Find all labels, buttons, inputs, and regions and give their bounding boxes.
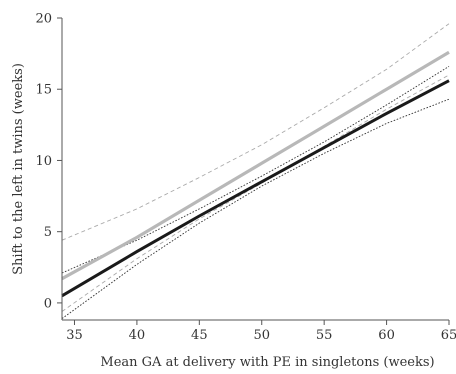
x-tick-label: 45 [191,328,208,343]
series-lines [61,23,450,319]
series-line-dashed-gray-4 [61,23,450,241]
series-line-dotted-black-2 [61,66,450,274]
x-tick-label: 60 [378,328,395,343]
axes [61,18,449,321]
series-line-thick-black-0 [61,79,450,298]
x-tick-label: 65 [441,328,456,343]
y-axis-label: Shift to the left in twins (weeks) [11,63,26,275]
y-tick-label: 20 [35,12,52,27]
series-line-dotted-black-3 [61,98,450,319]
y-tick-label: 5 [44,225,52,240]
y-ticks: 0 5 10 15 20 [35,12,62,311]
x-ticks: 35 40 45 50 55 60 65 [66,320,456,343]
x-axis-label: Mean GA at delivery with PE in singleton… [100,355,434,370]
x-tick-label: 40 [129,328,146,343]
y-tick-label: 10 [35,154,52,169]
x-tick-label: 55 [316,328,333,343]
x-tick-label: 50 [253,328,270,343]
series-line-thick-gray-1 [61,50,450,281]
x-tick-label: 35 [66,328,83,343]
y-tick-label: 0 [44,296,52,311]
series-line-dashed-gray-5 [61,74,450,312]
y-tick-label: 15 [35,83,52,98]
